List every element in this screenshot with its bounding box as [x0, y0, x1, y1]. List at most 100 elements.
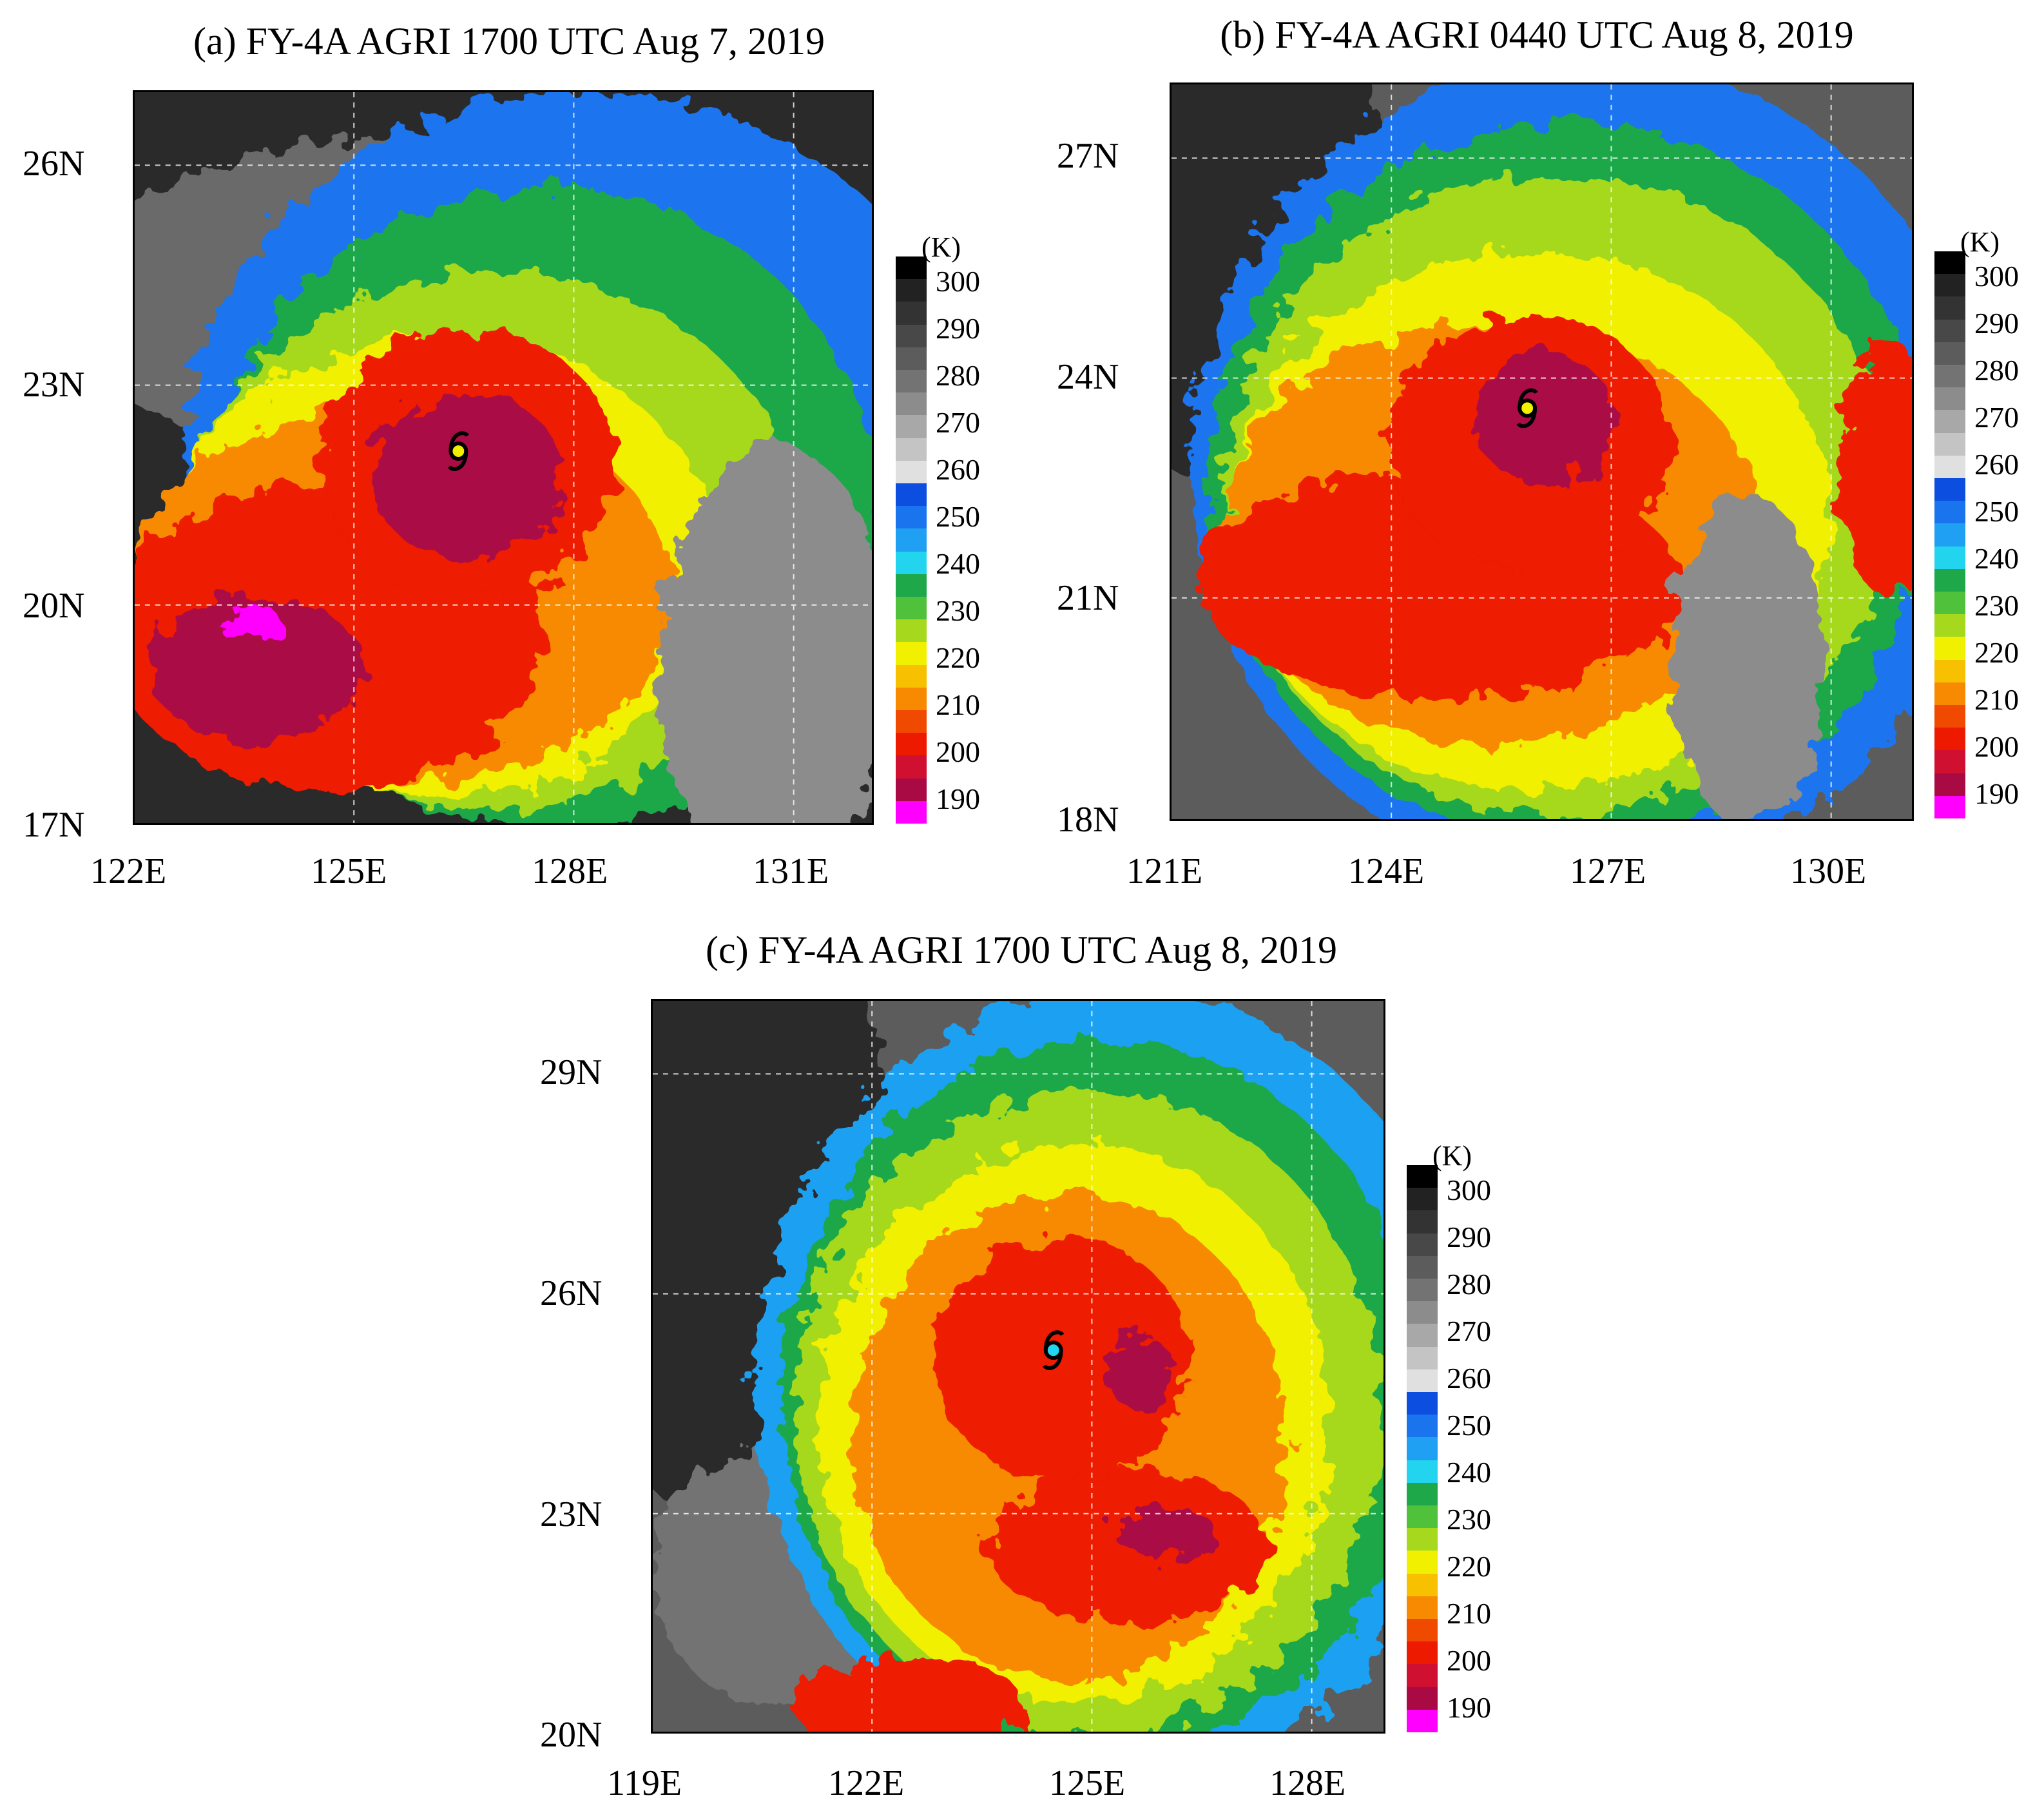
colorbar-label: 200	[1974, 730, 2019, 763]
colorbar-swatch	[1934, 592, 1965, 615]
colorbar-swatch	[1407, 1528, 1438, 1551]
colorbar-label: 260	[1447, 1362, 1491, 1395]
colorbar-swatch	[896, 800, 927, 824]
colorbar-label: 210	[1974, 683, 2019, 716]
colorbar-swatch	[896, 392, 927, 416]
colorbar-swatch	[1934, 795, 1965, 819]
colorbar-swatch	[896, 642, 927, 666]
colorbar-label: 250	[1974, 495, 2019, 528]
colorbar-swatch	[1407, 1392, 1438, 1415]
colorbar-label: 210	[1447, 1597, 1491, 1630]
colorbar-swatch	[1407, 1255, 1438, 1279]
colorbar-swatch	[896, 302, 927, 325]
colorbar-swatch	[1934, 682, 1965, 706]
typhoon-symbol-icon	[1516, 388, 1538, 429]
panel-b-lat-tick-label: 21N	[1057, 578, 1119, 618]
colorbar-label: 220	[936, 641, 980, 674]
colorbar-label: 260	[1974, 448, 2019, 481]
colorbar-swatch	[1934, 410, 1965, 434]
panel-c-lon-tick-label: 119E	[607, 1763, 682, 1803]
colorbar-swatch	[896, 279, 927, 302]
colorbar-label: 280	[1974, 354, 2019, 387]
panel-b-cloud-image	[1171, 84, 1912, 819]
colorbar-swatch	[896, 370, 927, 393]
colorbar-label: 270	[1447, 1315, 1491, 1348]
colorbar-swatch	[1407, 1188, 1438, 1211]
colorbar-swatch	[1407, 1573, 1438, 1597]
panel-a-lat-tick-label: 17N	[23, 805, 85, 845]
colorbar-label: 250	[936, 500, 980, 533]
colorbar-swatch	[1407, 1279, 1438, 1302]
panel-b-map	[1170, 82, 1914, 821]
panel-b-lon-tick-label: 130E	[1790, 851, 1867, 891]
colorbar-swatch	[1407, 1687, 1438, 1710]
panel-a-colorbar: (K) 300 290 280 270 260 250 240 230 220 …	[896, 231, 1025, 830]
panel-c-title: (c) FY-4A AGRI 1700 UTC Aug 8, 2019	[705, 929, 1337, 971]
colorbar-swatch	[1407, 1596, 1438, 1620]
colorbar-label: 200	[1447, 1644, 1491, 1677]
panel-c-lon-tick-label: 128E	[1269, 1763, 1346, 1803]
colorbar-label: 230	[1974, 589, 2019, 622]
colorbar-swatch	[1934, 342, 1965, 365]
colorbar-label: 240	[1974, 542, 2019, 575]
panel-c-map	[651, 999, 1385, 1734]
colorbar-swatch	[1934, 523, 1965, 547]
colorbar-swatch	[896, 460, 927, 484]
colorbar-swatches	[1407, 1165, 1438, 1733]
colorbar-swatch	[896, 755, 927, 779]
colorbar-swatch	[1934, 773, 1965, 797]
colorbar-swatch	[896, 438, 927, 461]
panel-c-lon-tick-label: 125E	[1049, 1763, 1126, 1803]
panel-c-colorbar: (K) 300 290 280 270 260 250 240 230 220 …	[1407, 1139, 1536, 1739]
colorbar-label: 300	[1447, 1174, 1491, 1206]
colorbar-swatch	[1407, 1482, 1438, 1506]
colorbar-swatch	[896, 687, 927, 711]
colorbar-swatch	[1934, 705, 1965, 728]
colorbar-swatch	[1407, 1664, 1438, 1688]
colorbar-swatch	[1407, 1346, 1438, 1370]
panel-c-lat-tick-label: 23N	[540, 1494, 603, 1534]
colorbar-label: 240	[1447, 1456, 1491, 1489]
typhoon-symbol-icon	[447, 431, 469, 471]
colorbar-unit-label: (K)	[921, 231, 961, 263]
colorbar-swatch	[1407, 1505, 1438, 1529]
colorbar-swatch	[1934, 546, 1965, 570]
colorbar-swatch	[896, 324, 927, 348]
colorbar-label: 220	[1447, 1550, 1491, 1583]
colorbar-swatches	[896, 256, 927, 824]
colorbar-swatch	[1407, 1641, 1438, 1665]
panel-a-lon-tick-label: 131E	[753, 851, 829, 891]
colorbar-swatch	[896, 551, 927, 575]
colorbar-swatch	[896, 415, 927, 439]
colorbar-label: 280	[1447, 1268, 1491, 1301]
colorbar-swatch	[896, 619, 927, 643]
colorbar-swatch	[896, 710, 927, 733]
panel-b-lat-tick-label: 24N	[1057, 357, 1119, 397]
panel-c-lat-tick-label: 26N	[540, 1273, 603, 1313]
panel-a-map	[133, 90, 874, 825]
colorbar-swatch	[1934, 614, 1965, 637]
panel-c-lon-tick-label: 122E	[828, 1763, 905, 1803]
colorbar-swatch	[896, 597, 927, 620]
colorbar-unit-label: (K)	[1960, 226, 2000, 258]
colorbar-label: 190	[1447, 1691, 1491, 1724]
panel-b-lon-tick-label: 127E	[1570, 851, 1646, 891]
colorbar-swatch	[896, 483, 927, 507]
colorbar-swatch	[1407, 1551, 1438, 1574]
colorbar-unit-label: (K)	[1432, 1140, 1472, 1172]
colorbar-swatch	[1934, 296, 1965, 320]
colorbar-swatch	[896, 664, 927, 688]
panel-a-lon-tick-label: 125E	[311, 851, 387, 891]
colorbar-swatch	[896, 528, 927, 552]
colorbar-swatch	[1934, 501, 1965, 524]
panel-b-lat-tick-label: 27N	[1057, 136, 1119, 176]
colorbar-swatch	[896, 347, 927, 371]
colorbar-swatch	[896, 778, 927, 802]
colorbar-swatch	[1407, 1369, 1438, 1393]
colorbar-swatch	[1407, 1301, 1438, 1324]
colorbar-swatch	[1934, 365, 1965, 388]
colorbar-swatch	[1407, 1165, 1438, 1188]
colorbar-swatch	[1934, 728, 1965, 751]
panel-a-lon-tick-label: 128E	[532, 851, 608, 891]
colorbar-swatch	[1407, 1324, 1438, 1348]
